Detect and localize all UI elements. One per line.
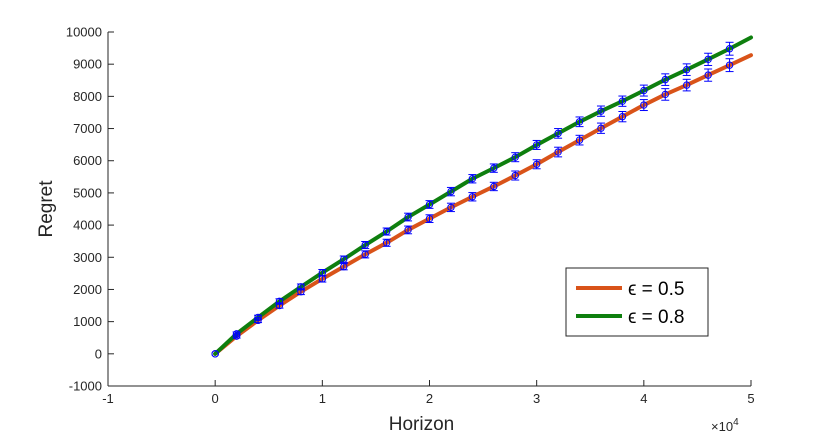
data-point [554, 129, 562, 138]
data-point [361, 250, 369, 259]
data-point [382, 239, 391, 247]
data-point [490, 182, 498, 191]
data-point [340, 255, 348, 263]
axes: -1 0 1 2 3 4 5-1000010002000300040005000600070… [36, 25, 755, 433]
data-point [468, 175, 477, 183]
data-point [704, 55, 712, 64]
legend-box [565, 267, 709, 337]
data-point [597, 107, 605, 115]
y-tick-label: 10000 [66, 25, 102, 40]
legend: ϵ = 0.5 ϵ = 0.8 [565, 267, 709, 337]
x-tick-label: 5 [747, 391, 754, 406]
x-axis-title: Horizon [389, 414, 454, 433]
series-line-2 [213, 35, 753, 356]
data-point [490, 164, 498, 172]
y-tick-label: 8000 [73, 89, 102, 104]
data-point [725, 45, 734, 53]
data-point [404, 226, 412, 234]
data-point [447, 203, 455, 212]
data-point [661, 90, 669, 99]
data-point [532, 160, 541, 168]
data-point [597, 124, 605, 132]
data-point [511, 171, 519, 180]
data-point [318, 269, 327, 277]
data-point [618, 97, 627, 105]
data-point [661, 75, 669, 84]
x-tick-label: 2 [426, 391, 433, 406]
series-2 [213, 35, 753, 356]
data-point [511, 153, 519, 161]
y-tick-label: -1000 [69, 379, 102, 394]
data-point [725, 61, 734, 69]
data-point [618, 112, 627, 121]
x-multiplier-exponent: 4 [733, 417, 739, 428]
data-point [554, 148, 562, 156]
data-point [340, 262, 348, 271]
x-tick-label: 4 [640, 391, 647, 406]
x-tick-label: -1 [102, 391, 114, 406]
data-point [532, 141, 541, 149]
x-tick-label: 1 [319, 391, 326, 406]
x-multiplier-label: ×104 [711, 417, 739, 433]
data-point [275, 297, 284, 306]
y-tick-label: 3000 [73, 250, 102, 265]
data-point [447, 187, 455, 196]
y-axis-title: Regret [36, 180, 57, 238]
y-tick-label: 0 [95, 346, 102, 361]
data-point [640, 101, 648, 109]
data-point [683, 81, 691, 89]
data-point [361, 241, 369, 249]
data-point [232, 330, 241, 338]
series-layer [211, 35, 753, 358]
y-tick-label: 7000 [73, 121, 102, 136]
data-point [468, 193, 477, 201]
data-point [254, 313, 262, 322]
y-tick-label: 9000 [73, 57, 102, 72]
y-tick-label: 6000 [73, 153, 102, 168]
data-point [404, 213, 412, 221]
data-point [640, 86, 648, 95]
data-point [575, 136, 584, 144]
data-point [382, 227, 391, 236]
x-tick-label: 3 [533, 391, 540, 406]
y-tick-label: 4000 [73, 218, 102, 233]
data-point [425, 214, 434, 223]
data-point [297, 283, 305, 291]
data-point [575, 118, 584, 126]
x-multiplier-base: ×10 [711, 419, 733, 433]
data-point [683, 65, 691, 74]
x-tick-label: 0 [212, 391, 219, 406]
y-tick-label: 1000 [73, 314, 102, 329]
legend-label-2: ϵ = 0.8 [628, 307, 684, 328]
y-tick-label: 5000 [73, 185, 102, 200]
data-point [211, 350, 219, 358]
y-tick-label: 2000 [73, 282, 102, 297]
series-markers-2 [211, 41, 734, 358]
data-point [704, 71, 712, 79]
data-point [425, 200, 434, 209]
legend-label-1: ϵ = 0.5 [628, 279, 684, 300]
